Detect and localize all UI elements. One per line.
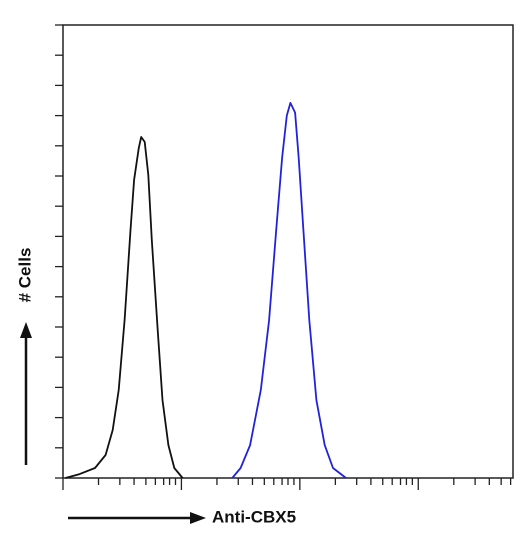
y-axis-label: # Cells bbox=[15, 248, 34, 303]
x-arrow-head bbox=[190, 512, 206, 524]
plot-frame bbox=[62, 24, 514, 479]
x-axis-label: Anti-CBX5 bbox=[212, 507, 296, 526]
y-arrow-head bbox=[20, 322, 32, 338]
histogram-curve bbox=[65, 136, 184, 479]
histogram-curve bbox=[231, 102, 347, 479]
